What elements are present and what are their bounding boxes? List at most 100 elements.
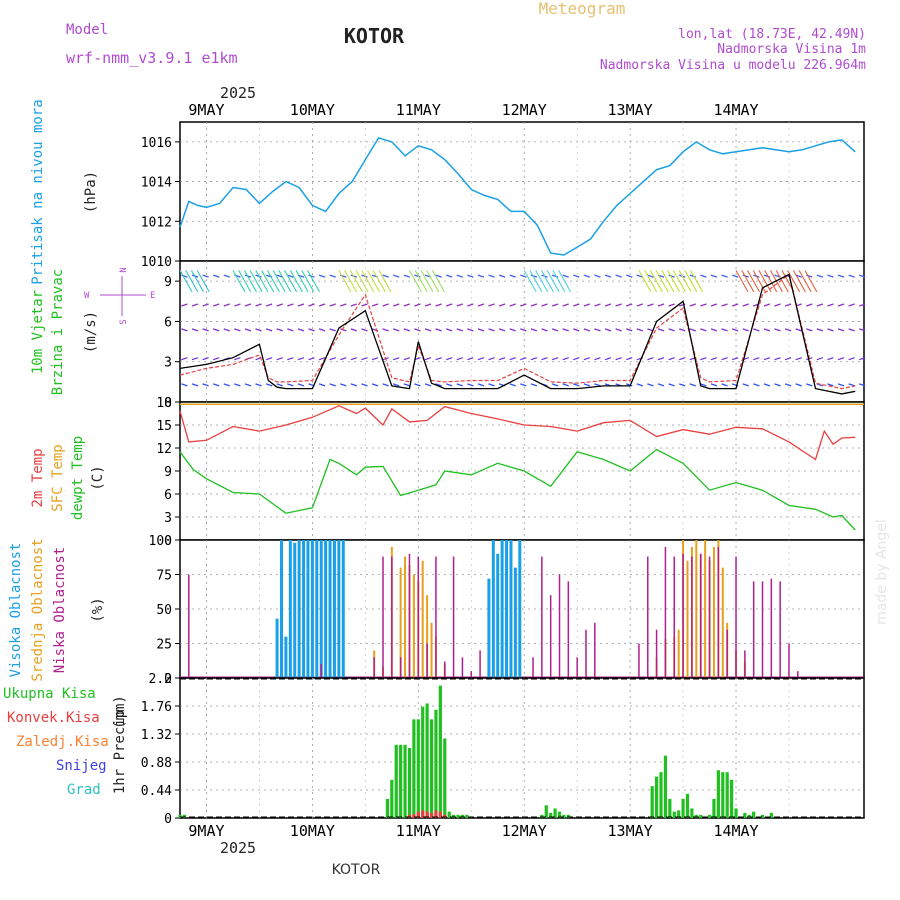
precip-bar-total — [562, 814, 566, 818]
wind-arrow — [636, 274, 644, 278]
wind-arrow — [573, 274, 580, 278]
wind-arrow — [763, 303, 771, 307]
precip-bar-total — [681, 798, 685, 818]
wind-arrow — [223, 274, 230, 278]
coords-text: lon,lat (18.73E, 42.49N) — [678, 27, 866, 42]
wind-arrow — [573, 328, 580, 332]
wind-arrow — [763, 383, 771, 387]
gust-arrow — [367, 270, 381, 293]
wind-arrow — [477, 303, 485, 307]
y-tick-label: 1.76 — [141, 700, 172, 715]
wind-arrow — [837, 357, 845, 361]
wind-arrow — [827, 328, 834, 332]
wind-arrow — [276, 303, 283, 307]
cloud-bar-low — [717, 546, 720, 678]
wind-arrow — [626, 357, 633, 361]
wind-arrow — [562, 383, 569, 387]
cloud-bar-high — [293, 542, 297, 678]
pressure-line — [179, 137, 856, 256]
cloud-bar-low — [699, 553, 702, 678]
wind-arrow — [488, 328, 495, 332]
wind-arrow — [763, 328, 771, 332]
temp-label-1: 2m Temp — [30, 448, 46, 507]
wind-arrow — [520, 328, 527, 332]
cloud-bar-low — [558, 574, 561, 678]
precip-bar-total — [752, 811, 756, 818]
cloud-bar-low — [726, 629, 728, 678]
cloud-bar-low — [417, 556, 420, 678]
cloud-bar-low — [549, 595, 552, 678]
y-tick-label: 25 — [156, 638, 172, 653]
wind-arrow — [414, 383, 421, 387]
wind-arrow — [361, 357, 368, 361]
wind-arrow — [435, 357, 442, 361]
wind-arrow — [308, 328, 315, 332]
gust-arrow — [804, 270, 818, 293]
dewpoint-line — [179, 448, 856, 531]
wind-arrow — [403, 357, 411, 361]
wind-arrow — [615, 303, 622, 307]
gust-arrow — [232, 270, 246, 293]
cloud-bar-mid — [404, 556, 407, 678]
cloud-bar-mid — [695, 540, 698, 678]
gust-arrow — [741, 270, 755, 293]
cloud-bar-high — [319, 540, 323, 678]
wind-arrow — [520, 383, 527, 387]
cloud-bar-low — [541, 556, 543, 678]
wind-arrow — [657, 383, 665, 387]
wind-arrow — [414, 303, 421, 307]
bottom-day-label: 11MAY — [396, 822, 441, 840]
wind-label-1: 10m Vjetar — [30, 290, 46, 374]
wind-arrow — [467, 328, 474, 332]
cloud-bar-high — [275, 618, 279, 678]
gust-arrow — [552, 270, 566, 293]
precip-bar-total — [403, 744, 407, 818]
gust-arrow — [284, 270, 298, 293]
wind-arrow — [689, 303, 696, 307]
wind-arrow — [784, 303, 792, 307]
cloud-bar-low — [682, 553, 684, 678]
wind-arrow — [806, 383, 813, 387]
wind-arrow — [202, 383, 209, 387]
wind-arrow — [445, 328, 453, 332]
y-tick-label: 0 — [164, 672, 172, 687]
wind-arrow — [551, 328, 559, 332]
wind-arrow — [784, 328, 792, 332]
wind-arrow — [498, 274, 506, 278]
wind-arrow — [509, 303, 516, 307]
gust-arrow — [243, 270, 257, 293]
gust-arrow — [185, 270, 199, 293]
wind-arrow — [350, 303, 358, 307]
cloud-bar-low — [708, 556, 711, 678]
wind-arrow — [594, 383, 601, 387]
cloud-bar-low — [691, 556, 693, 678]
wind-arrow — [583, 383, 591, 387]
panel-wind: 0 3 6 9 — [164, 260, 866, 411]
gust-arrow — [190, 270, 204, 293]
gust-arrow — [238, 270, 252, 293]
wind-arrow — [859, 328, 866, 332]
precip-bar-total — [654, 776, 659, 818]
gust-arrow — [378, 270, 392, 293]
wind-arrow — [340, 328, 347, 332]
temp-units: (C) — [90, 465, 106, 490]
cloud-bar-high — [284, 636, 288, 678]
cloud-bar-mid — [721, 567, 724, 678]
wind-arrow — [393, 328, 400, 332]
wind-arrow — [276, 383, 283, 387]
wind-arrow — [668, 357, 675, 361]
wind-arrow — [816, 274, 824, 278]
wind-arrow — [615, 357, 622, 361]
y-tick-label: 1.32 — [141, 728, 172, 743]
wind-arrow — [604, 328, 612, 332]
bottom-day-labels: 9MAY 10MAY 11MAY 12MAY 13MAY 14MAY — [188, 822, 758, 840]
precip-legend-item: Ukupna Kisa — [3, 686, 96, 702]
precip-label-group: 1hr Precip (mm) Ukupna Kisa Konvek.Kisa Za… — [3, 686, 128, 798]
top-day-labels: 9MAY 10MAY 11MAY 12MAY 13MAY 14MAY — [188, 101, 758, 119]
wind-arrow — [583, 274, 591, 278]
wind-arrow — [498, 328, 506, 332]
cloud-bar-high — [302, 540, 306, 678]
precip-bar-convective — [434, 810, 438, 818]
cloud-bar-low — [470, 671, 473, 678]
y-tick-label: 1010 — [141, 255, 172, 270]
